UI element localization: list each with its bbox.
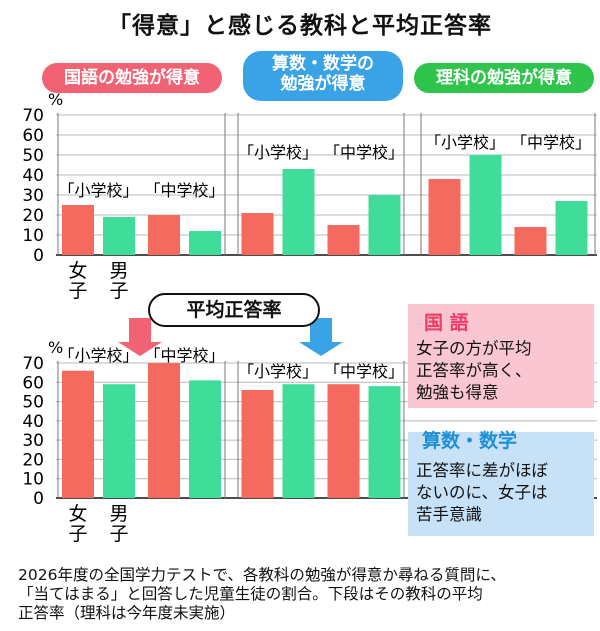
bar xyxy=(555,201,588,255)
y-axis-unit-label: % xyxy=(48,90,63,109)
group-label: 「中学校」 xyxy=(144,181,224,200)
legend-male-char: 男 xyxy=(109,260,128,282)
bar xyxy=(327,384,360,498)
bar xyxy=(148,363,180,498)
bar xyxy=(189,380,221,498)
y-tick-label: 10 xyxy=(22,226,44,246)
subject-pill-math-line1: 算数・数学の xyxy=(272,54,374,74)
group-label: 「小学校」 xyxy=(238,143,318,162)
y-tick-label: 50 xyxy=(22,146,44,166)
y-tick-label: 30 xyxy=(22,431,44,451)
bar xyxy=(241,213,274,255)
legend-male-char: 子 xyxy=(109,280,128,302)
subject-pill-science: 理科の勉強が得意 xyxy=(414,63,594,93)
y-tick-label: 10 xyxy=(22,470,44,490)
note-math-line: 正答率に差がほぼ xyxy=(416,461,548,480)
average-score-label: 平均正答率 xyxy=(148,293,320,327)
page-title: 「得意」と感じる教科と平均正答率 xyxy=(108,13,492,39)
footnote-line: 「当てはまる」と回答した児童生徒の割合。下段はその教科の平均 xyxy=(18,585,483,603)
y-tick-label: 20 xyxy=(22,450,44,470)
y-tick-label: 40 xyxy=(22,166,44,186)
note-kokugo-line: 女子の方が平均 xyxy=(416,339,532,358)
footnote-line: 2026年度の全国学力テストで、各教科の勉強が得意か尋ねる質問に、 xyxy=(18,566,506,584)
subject-pill-kokugo: 国語の勉強が得意 xyxy=(42,63,222,93)
note-math-line: ないのに、女子は xyxy=(416,483,548,502)
down-arrow-kokugo xyxy=(118,318,162,356)
bar xyxy=(62,205,94,255)
subject-pill-science-label: 理科の勉強が得意 xyxy=(436,68,572,88)
y-tick-label: 70 xyxy=(22,106,44,126)
y-tick-label: 60 xyxy=(22,373,44,393)
bar xyxy=(428,179,461,255)
subject-pill-math-line2: 勉強が得意 xyxy=(280,74,366,94)
bar xyxy=(282,169,315,255)
note-kokugo-title: 国 語 xyxy=(424,312,469,334)
note-math-body: 正答率に差がほぼ ないのに、女子は 苦手意識 xyxy=(416,460,548,526)
y-tick-label: 40 xyxy=(22,412,44,432)
group-label: 「中学校」 xyxy=(144,346,224,365)
note-kokugo-line: 勉強も得意 xyxy=(416,383,499,402)
note-math-title: 算数・数学 xyxy=(422,430,518,452)
legend-male-char: 子 xyxy=(109,523,128,545)
bar xyxy=(368,386,401,498)
bar xyxy=(514,227,547,255)
y-axis-unit-label: % xyxy=(48,338,63,357)
y-tick-label: 0 xyxy=(33,246,44,266)
y-tick-label: 70 xyxy=(22,354,44,374)
footnote: 2026年度の全国学力テストで、各教科の勉強が得意か尋ねる質問に、 「当てはまる… xyxy=(18,566,506,623)
subject-pill-kokugo-label: 国語の勉強が得意 xyxy=(64,68,200,88)
bar xyxy=(62,370,94,498)
legend-male-char: 男 xyxy=(109,503,128,525)
y-tick-label: 60 xyxy=(22,126,44,146)
bar xyxy=(189,231,221,255)
note-kokugo-line: 正答率が高く、 xyxy=(416,361,532,380)
bar xyxy=(241,390,274,498)
group-label: 「小学校」 xyxy=(58,346,138,365)
down-arrow-math xyxy=(299,318,343,356)
group-label: 「小学校」 xyxy=(58,181,138,200)
y-tick-label: 50 xyxy=(22,393,44,413)
legend-female-char: 女 xyxy=(68,260,87,282)
bar xyxy=(282,384,315,498)
group-label: 「中学校」 xyxy=(511,133,591,152)
note-math: 算数・数学 正答率に差がほぼ ないのに、女子は 苦手意識 xyxy=(408,430,594,536)
footnote-line: 正答率（理科は今年度未実施） xyxy=(18,604,236,622)
legend-female-char: 女 xyxy=(68,503,87,525)
note-math-line: 苦手意識 xyxy=(416,505,482,524)
group-label: 「小学校」 xyxy=(238,362,318,381)
y-tick-label: 30 xyxy=(22,186,44,206)
bar xyxy=(327,225,360,255)
legend-female-char: 子 xyxy=(68,280,87,302)
bar xyxy=(103,384,135,498)
group-label: 「小学校」 xyxy=(425,133,505,152)
group-label: 「中学校」 xyxy=(324,362,404,381)
bar xyxy=(103,217,135,255)
note-kokugo: 国 語 女子の方が平均 正答率が高く、 勉強も得意 xyxy=(408,304,594,408)
y-tick-label: 0 xyxy=(33,489,44,509)
bar xyxy=(469,155,502,255)
note-kokugo-body: 女子の方が平均 正答率が高く、 勉強も得意 xyxy=(416,338,532,404)
y-tick-label: 20 xyxy=(22,206,44,226)
bar xyxy=(148,215,180,255)
group-label: 「中学校」 xyxy=(324,143,404,162)
bar xyxy=(368,195,401,255)
legend-female-char: 子 xyxy=(68,523,87,545)
subject-pill-math: 算数・数学の 勉強が得意 xyxy=(243,51,403,101)
